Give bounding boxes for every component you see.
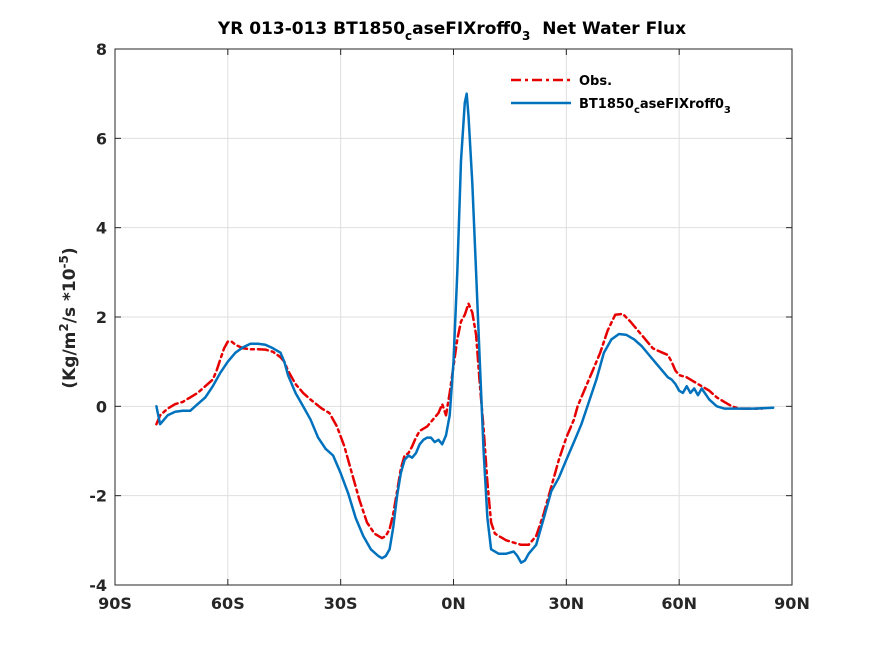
- y-tick-label: 4: [96, 219, 107, 238]
- x-tick-label: 60N: [661, 594, 697, 613]
- legend-model-label: BT1850caseFIXroff03: [579, 97, 731, 116]
- model-series-line: [155, 92, 775, 564]
- x-tick-label: 60S: [211, 594, 245, 613]
- axis-ticks: 90S 60S 30S 0N 30N 60N 90N -4 -2 0 2 4 6 8: [89, 40, 810, 613]
- y-tick-label: 6: [96, 129, 107, 148]
- y-axis-label: (Kg/m2/s *10-5): [57, 247, 80, 388]
- grid-lines: [114, 48, 793, 586]
- x-tick-label: 30S: [324, 594, 358, 613]
- y-tick-label: -2: [89, 487, 107, 506]
- y-tick-label: 8: [96, 40, 107, 59]
- x-tick-label: 30N: [549, 594, 585, 613]
- x-tick-label: 90S: [98, 594, 132, 613]
- x-tick-label: 0N: [441, 594, 466, 613]
- legend: Obs. BT1850caseFIXroff03: [511, 74, 731, 116]
- y-tick-label: -4: [89, 576, 107, 595]
- y-tick-label: 0: [96, 397, 107, 416]
- legend-obs-label: Obs.: [579, 74, 612, 89]
- series-lines: [155, 92, 775, 564]
- chart-title: YR 013-013 BT1850caseFIXroff03 Net Water…: [217, 19, 686, 43]
- x-tick-label: 90N: [774, 594, 810, 613]
- obs-series-line: [155, 302, 764, 547]
- y-tick-label: 2: [96, 308, 107, 327]
